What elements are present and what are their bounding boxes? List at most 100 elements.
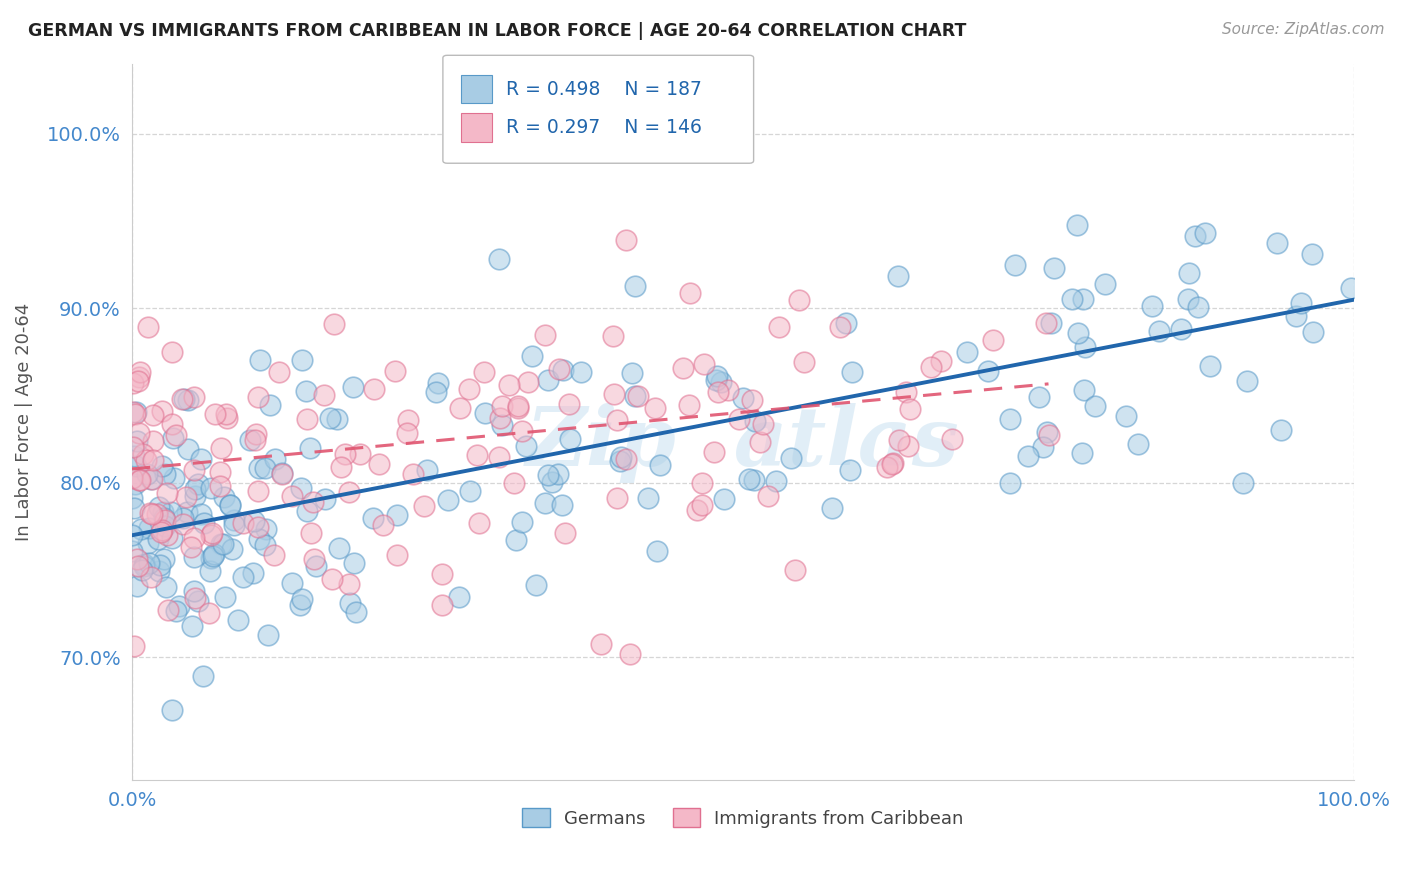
Point	[280, 575, 302, 590]
Point	[177, 442, 200, 456]
Point	[548, 362, 571, 376]
Point	[198, 564, 221, 578]
Point	[135, 467, 157, 482]
Point	[752, 417, 775, 432]
Point	[706, 368, 728, 383]
Point	[177, 392, 200, 407]
Text: Source: ZipAtlas.com: Source: ZipAtlas.com	[1222, 22, 1385, 37]
Point	[129, 473, 152, 487]
Point	[200, 550, 222, 565]
Point	[467, 448, 489, 462]
Point	[142, 434, 165, 448]
Point	[128, 425, 150, 440]
Point	[190, 451, 212, 466]
Point	[1084, 400, 1107, 414]
Point	[402, 467, 425, 482]
Point	[152, 552, 174, 566]
Point	[981, 333, 1004, 347]
Point	[474, 406, 496, 420]
Text: R = 0.498    N = 187: R = 0.498 N = 187	[506, 79, 702, 99]
Point	[349, 447, 371, 461]
Point	[122, 440, 145, 454]
Point	[1066, 219, 1088, 233]
Point	[1038, 428, 1060, 442]
Point	[141, 507, 163, 521]
Point	[835, 316, 858, 330]
Point	[510, 515, 533, 529]
Point	[1035, 425, 1057, 439]
Point	[606, 413, 628, 427]
Point	[363, 382, 385, 396]
Point	[215, 411, 238, 425]
Point	[295, 412, 318, 426]
Point	[728, 411, 751, 425]
Point	[704, 373, 727, 387]
Point	[1232, 475, 1254, 490]
Point	[135, 453, 157, 467]
Point	[998, 411, 1021, 425]
Point	[219, 498, 242, 512]
Point	[165, 428, 187, 442]
Point	[138, 556, 160, 570]
Point	[534, 327, 557, 342]
Point	[361, 511, 384, 525]
Point	[183, 462, 205, 476]
Point	[1094, 277, 1116, 292]
Point	[124, 477, 146, 491]
Point	[1301, 246, 1323, 260]
Point	[534, 496, 557, 510]
Point	[239, 433, 262, 447]
Point	[305, 559, 328, 574]
Point	[742, 473, 765, 487]
Point	[792, 354, 814, 368]
Point	[828, 319, 851, 334]
Point	[1060, 292, 1083, 306]
Point	[138, 521, 160, 535]
Point	[249, 352, 271, 367]
Point	[737, 472, 759, 486]
Point	[254, 522, 277, 536]
Point	[609, 454, 631, 468]
Point	[648, 458, 671, 473]
Point	[152, 504, 174, 518]
Point	[160, 505, 183, 519]
Point	[299, 526, 322, 541]
Point	[710, 376, 733, 390]
Point	[148, 500, 170, 514]
Point	[121, 491, 143, 505]
Point	[204, 407, 226, 421]
Point	[339, 596, 361, 610]
Point	[222, 517, 245, 532]
Point	[343, 557, 366, 571]
Point	[602, 329, 624, 343]
Point	[163, 471, 186, 485]
Point	[193, 516, 215, 531]
Point	[882, 456, 904, 470]
Point	[149, 558, 172, 573]
Point	[547, 467, 569, 481]
Point	[221, 541, 243, 556]
Point	[291, 352, 314, 367]
Point	[1043, 260, 1066, 275]
Point	[208, 466, 231, 480]
Point	[172, 511, 194, 525]
Point	[624, 389, 647, 403]
Point	[180, 541, 202, 555]
Point	[1177, 292, 1199, 306]
Point	[122, 639, 145, 653]
Point	[136, 536, 159, 550]
Point	[183, 550, 205, 565]
Text: GERMAN VS IMMIGRANTS FROM CARIBBEAN IN LABOR FORCE | AGE 20-64 CORRELATION CHART: GERMAN VS IMMIGRANTS FROM CARIBBEAN IN L…	[28, 22, 966, 40]
Point	[502, 476, 524, 491]
Point	[131, 562, 153, 576]
Legend: Germans, Immigrants from Caribbean: Germans, Immigrants from Caribbean	[515, 801, 970, 835]
Point	[488, 252, 510, 267]
Point	[281, 489, 304, 503]
Point	[232, 570, 254, 584]
Point	[898, 401, 921, 416]
Point	[551, 362, 574, 376]
Point	[153, 467, 176, 481]
Point	[756, 489, 779, 503]
Point	[337, 484, 360, 499]
Point	[312, 388, 335, 402]
